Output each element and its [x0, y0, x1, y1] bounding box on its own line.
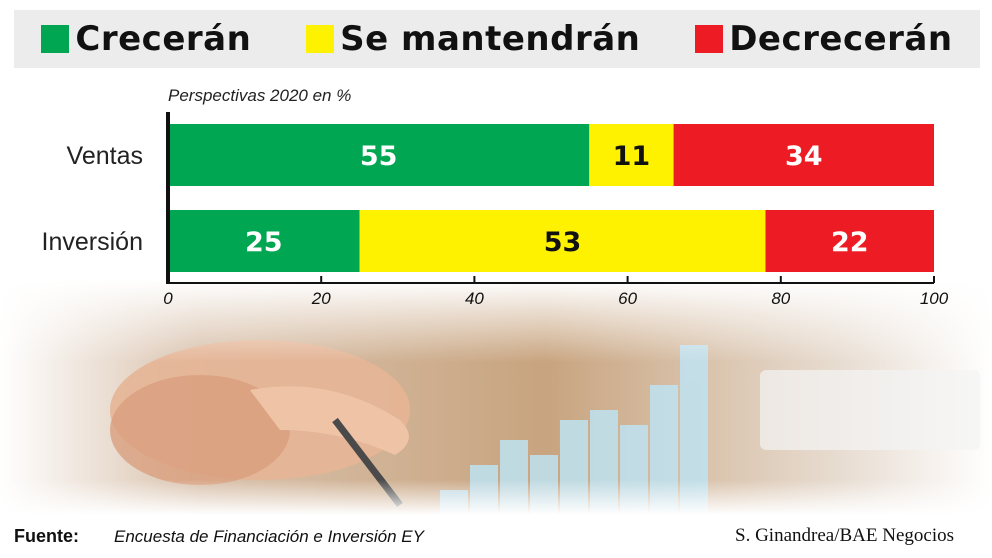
legend-label-decrecen: Decrecerán — [729, 19, 953, 59]
background-photo-illustration — [0, 280, 992, 515]
chart-subtitle: Perspectivas 2020 en % — [168, 86, 352, 105]
x-tick-label: 40 — [465, 289, 484, 308]
legend-swatch-green — [41, 25, 70, 53]
x-tick-label: 20 — [311, 289, 331, 308]
legend-item-decrecen: Decrecerán — [695, 19, 952, 59]
credit: S. Ginandrea/BAE Negocios — [735, 525, 954, 546]
bar-segment-ventas-1 — [589, 124, 674, 186]
bar-segment-ventas-2 — [673, 124, 934, 186]
bar-segment-inversion-1 — [359, 210, 766, 272]
legend: Crecerán Se mantendrán Decrecerán — [14, 10, 980, 68]
legend-swatch-red — [695, 25, 724, 53]
footer: Fuente: Encuesta de Financiación e Inver… — [0, 516, 992, 558]
data-label: 22 — [831, 227, 869, 258]
x-tick-label: 100 — [920, 289, 949, 308]
x-tick-label: 0 — [163, 289, 173, 308]
data-label: 25 — [245, 227, 283, 258]
x-tick-label: 60 — [618, 289, 637, 308]
bar-segment-ventas-0 — [168, 124, 590, 186]
stacked-bar-chart: 55 11 34 Ventas 25 53 22 Inversión 0 20 40 60 80 100 — [42, 112, 949, 308]
source-label: Fuente: — [14, 526, 79, 546]
data-label: 34 — [785, 141, 823, 172]
legend-swatch-yellow — [306, 25, 335, 53]
category-label: Ventas — [67, 142, 143, 170]
bar-segment-inversion-0 — [168, 210, 360, 272]
x-tick-label: 80 — [771, 289, 790, 308]
data-label: 53 — [544, 227, 582, 258]
legend-item-crecen: Crecerán — [41, 19, 251, 59]
legend-item-mantienen: Se mantendrán — [306, 19, 640, 59]
category-label: Inversión — [42, 228, 143, 256]
legend-label-mantienen: Se mantendrán — [340, 19, 641, 59]
source-text: Encuesta de Financiación e Inversión EY — [114, 527, 424, 546]
data-label: 11 — [613, 141, 651, 172]
bar-segment-inversion-2 — [765, 210, 934, 272]
data-label: 55 — [360, 141, 398, 172]
legend-label-crecen: Crecerán — [75, 19, 252, 59]
